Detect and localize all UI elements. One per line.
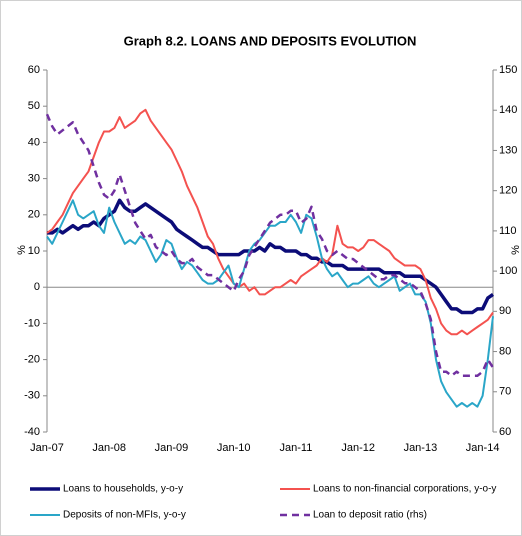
legend-label: Loan to deposit ratio (rhs)	[313, 510, 427, 521]
y-tick-label: 10	[28, 245, 40, 257]
series-line	[46, 199, 494, 408]
chart-title: Graph 8.2. LOANS AND DEPOSITS EVOLUTION	[124, 33, 417, 48]
y-tick-label: 60	[28, 64, 40, 76]
legend-label: Loans to non-financial corporations, y-o…	[313, 484, 496, 495]
y-tick-label: -40	[24, 426, 40, 438]
x-tick-label: Jan-13	[404, 442, 438, 454]
y2-tick-label: 150	[499, 64, 517, 76]
x-tick-label: Jan-11	[280, 442, 313, 454]
y2-tick-label: 90	[499, 305, 511, 317]
x-tick-label: Jan-14	[466, 442, 500, 454]
x-tick-label: Jan-09	[155, 442, 189, 454]
series-line	[47, 198, 495, 315]
x-tick-label: Jan-08	[92, 442, 126, 454]
y-tick-label: 0	[34, 281, 40, 293]
y2-tick-label: 120	[499, 185, 517, 197]
y-tick-label: -10	[24, 317, 40, 329]
y-tick-label: 20	[28, 209, 40, 221]
y2-tick-label: 100	[499, 265, 517, 277]
y-axis-label: %	[16, 245, 28, 255]
x-tick-label: Jan-10	[217, 442, 251, 454]
y2-tick-label: 110	[499, 225, 517, 237]
y2-tick-label: 130	[499, 144, 517, 156]
y-tick-label: 30	[28, 173, 40, 185]
legend-label: Loans to households, y-o-y	[63, 484, 183, 495]
series-line	[46, 108, 494, 336]
y-tick-label: 50	[28, 100, 40, 112]
y2-tick-label: 140	[499, 104, 517, 116]
y2-tick-label: 80	[499, 345, 511, 357]
y2-tick-label: 60	[499, 426, 511, 438]
y-tick-label: -30	[24, 390, 40, 402]
series-line	[45, 113, 495, 377]
y2-axis-label: %	[510, 245, 522, 255]
y2-tick-label: 70	[499, 386, 511, 398]
y-tick-label: 40	[28, 136, 40, 148]
x-tick-label: Jan-12	[341, 442, 375, 454]
y-tick-label: -20	[24, 354, 40, 366]
legend-label: Deposits of non-MFIs, y-o-y	[63, 510, 186, 521]
x-tick-label: Jan-07	[30, 442, 64, 454]
